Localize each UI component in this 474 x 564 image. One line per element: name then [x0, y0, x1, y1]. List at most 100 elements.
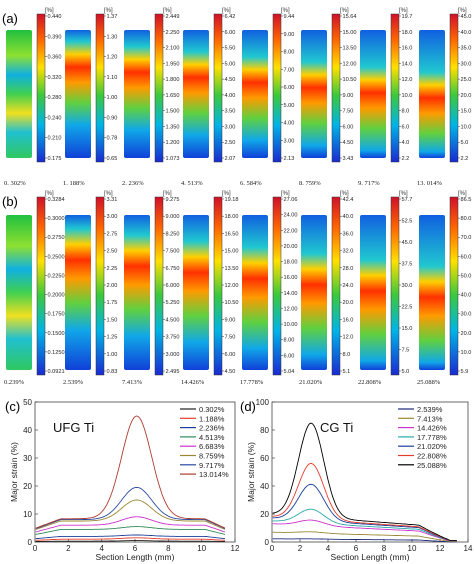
colorbar-tick-label: 2.2	[461, 156, 469, 162]
colorbar-tick-label: 22.5	[402, 305, 413, 311]
colorbar-unit: [%]	[222, 191, 231, 197]
colorbar	[213, 13, 223, 163]
colorbar-unit: [%]	[340, 191, 349, 197]
colorbar-tick-label: 8.250	[166, 231, 180, 237]
colorbar-tick-label: 2.75	[107, 231, 118, 237]
colorbar-tick-label: 0.440	[48, 14, 62, 20]
strain-label: 9. 717%	[358, 180, 380, 187]
colorbar-tick-label: 10.0	[461, 350, 472, 356]
colorbar-unit: [%]	[163, 191, 172, 197]
y-tick-label: 30	[23, 454, 32, 463]
colorbar	[95, 13, 105, 163]
colorbar-tick-label: 0.1250	[48, 350, 65, 356]
colorbar-tick-label: 1.10	[107, 75, 118, 81]
strain-map-a-4: [%]6.42 6.00 5.50 5.00 4.50 4.00 3.50 3.00 2.50 2…	[181, 8, 235, 187]
strain-map-a-2: [%]1.37 1.30 1.20 1.10 1.00 0.90 0.78 0.65 1. 18…	[63, 8, 117, 187]
colorbar-tick-label: 35.0	[461, 46, 472, 52]
strain-map-b-8: [%]86.5 80.0 70.0 60.0 50.0 40.0 30.0 20.0 10.0 5…	[417, 191, 471, 386]
colorbar-tick-label: 32.0	[343, 249, 354, 255]
series-line	[272, 538, 457, 543]
legend-label: 25.088%	[417, 461, 447, 470]
strain-label: 1. 188%	[63, 180, 85, 187]
colorbar-tick-label: 16.00	[284, 275, 298, 281]
colorbar-tick-label: 7.50	[343, 109, 354, 115]
colorbar-tick-label: 15.0	[461, 109, 472, 115]
colorbar-tick-label: 0.90	[107, 115, 118, 121]
colorbar-tick-label: 3.000	[166, 352, 180, 358]
strain-map-a-8: [%]45.0 40.0 35.0 30.0 25.0 20.0 15.0 10.0 5.0 2.…	[417, 8, 471, 187]
colorbar-tick-label: 6.750	[166, 266, 180, 272]
y-tick-label: 50	[23, 398, 32, 407]
colorbar-tick-label: 40.0	[461, 293, 472, 299]
colorbar-tick-label: 2.495	[166, 369, 180, 375]
colorbar-tick-label: 22.00	[284, 228, 298, 234]
colorbar-tick-label: 28.0	[343, 266, 354, 272]
y-tick-label: 0	[28, 538, 33, 547]
colorbar	[449, 196, 459, 376]
colorbar	[331, 196, 341, 376]
colorbar-tick-label: 8.0	[402, 109, 410, 115]
colorbar-tick-label: 3.31	[107, 197, 118, 203]
legend-label: 6.683%	[199, 442, 225, 451]
y-tick-label: 0	[265, 538, 270, 547]
colorbar-tick-label: 0.1750	[48, 312, 65, 318]
x-tick-label: 6	[133, 544, 138, 553]
colorbar-unit: [%]	[458, 8, 467, 14]
colorbar-tick-label: 6.00	[225, 352, 236, 358]
colorbar-tick-label: 1.37	[107, 14, 118, 20]
panel-label-d: (d)	[240, 399, 256, 414]
colorbar-tick-label: 24.00	[284, 213, 298, 219]
colorbar-tick-label: 0.1500	[48, 331, 65, 337]
series-line	[272, 462, 457, 542]
strain-map-b-6: [%]42.4 40.0 36.0 32.0 28.0 24.0 20.0 16.0 12.0 8…	[299, 191, 353, 386]
colorbar-tick-label: 18.0	[402, 30, 413, 36]
colorbar-tick-label: 13.50	[225, 266, 239, 272]
x-tick-label: 8	[382, 544, 387, 553]
colorbar-tick-label: 19.18	[225, 197, 239, 203]
legend-label: 4.513%	[199, 433, 225, 442]
colorbar-tick-label: 4.500	[166, 317, 180, 323]
colorbar-tick-label: 0.2000	[48, 293, 65, 299]
strain-label: 0.239%	[4, 379, 25, 386]
colorbar	[154, 13, 164, 163]
colorbar-tick-label: 57.7	[402, 197, 413, 203]
specimen-map	[65, 30, 91, 158]
colorbar-tick-label: 1.073	[166, 156, 180, 162]
legend-label: 2.236%	[199, 424, 225, 433]
colorbar-tick-label: 12.0	[343, 335, 354, 341]
specimen-map	[6, 215, 32, 370]
colorbar-tick-label: 5.50	[225, 46, 236, 52]
series-line	[35, 486, 226, 530]
colorbar-tick-label: 0.0921	[48, 369, 65, 375]
x-tick-label: 4	[99, 544, 104, 553]
strain-map-b-3: [%]9.275 9.000 8.250 7.500 6.750 6.000 5.250 4.…	[122, 191, 180, 386]
series-line	[35, 516, 226, 533]
y-axis-label: Major strain (%)	[246, 442, 256, 502]
colorbar-tick-label: 3.50	[225, 109, 236, 115]
colorbar-tick-label: 1.950	[166, 61, 180, 67]
colorbar	[36, 13, 46, 163]
colorbar-tick-label: 4.50	[343, 140, 354, 146]
colorbar-tick-label: 10.0	[461, 124, 472, 130]
colorbar-tick-label: 0.2500	[48, 254, 65, 260]
series-line	[35, 415, 226, 529]
series-line	[272, 519, 457, 542]
y-tick-label: 40	[23, 426, 32, 435]
colorbar-tick-label: 45.0	[461, 14, 472, 20]
colorbar-tick-label: 5.0	[402, 369, 410, 375]
colorbar-tick-label: 0.3000	[48, 216, 65, 222]
colorbar-tick-label: 1.350	[166, 124, 180, 130]
colorbar-tick-label: 14.00	[284, 291, 298, 297]
colorbar-tick-label: 2.50	[225, 140, 236, 146]
y-tick-label: 80	[260, 426, 269, 435]
colorbar-tick-label: 5.1	[343, 369, 351, 375]
x-tick-label: 0	[270, 544, 275, 553]
strain-label: 22.808%	[358, 379, 382, 386]
colorbar	[213, 196, 223, 376]
strain-label: 17.778%	[240, 379, 264, 386]
colorbar-tick-label: 1.650	[166, 93, 180, 99]
colorbar	[36, 196, 46, 376]
colorbar-tick-label: 24.0	[343, 283, 354, 289]
colorbar-tick-label: 4.50	[225, 369, 236, 375]
colorbar-tick-label: 16.0	[402, 46, 413, 52]
